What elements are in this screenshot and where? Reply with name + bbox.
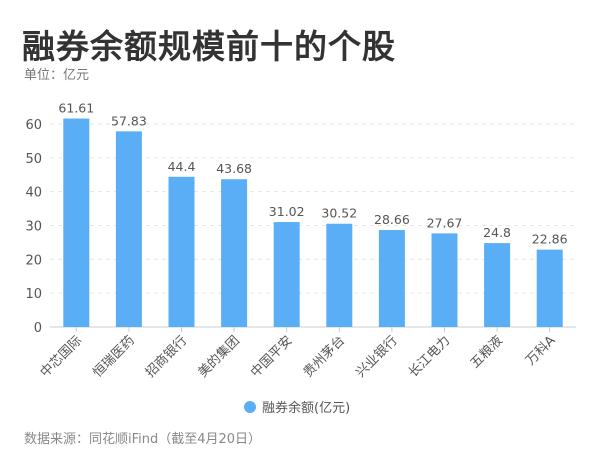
bar [378, 230, 405, 327]
y-tick-label: 10 [25, 287, 42, 302]
data-label: 22.86 [532, 232, 568, 247]
data-label: 27.67 [427, 215, 463, 230]
data-label: 61.61 [58, 101, 94, 116]
source-note: 数据来源：同花顺iFind（截至4月20日） [24, 432, 262, 447]
bar [115, 131, 142, 327]
data-label: 44.4 [168, 159, 196, 174]
y-tick-label: 40 [25, 186, 42, 201]
x-tick-label: 美的集团 [195, 333, 243, 381]
legend-label: 融券余额(亿元) [262, 400, 350, 416]
data-label: 30.52 [321, 206, 357, 221]
x-tick-label: 长江电力 [406, 333, 453, 380]
data-label: 24.8 [483, 225, 511, 240]
x-tick-label: 中国平安 [248, 333, 295, 380]
data-label: 43.68 [216, 161, 252, 176]
chart-subtitle: 单位：亿元 [24, 68, 90, 83]
y-tick-label: 30 [25, 220, 42, 235]
y-tick-label: 0 [34, 321, 42, 336]
legend-marker [244, 401, 256, 413]
x-tick-label: 招商银行 [143, 333, 190, 380]
x-tick-label: 五粮液 [468, 333, 506, 371]
y-tick-label: 60 [25, 118, 42, 133]
bar [168, 176, 195, 327]
x-tick-label: 兴业银行 [353, 333, 400, 380]
x-tick-label: 万科A [523, 333, 558, 368]
data-label: 28.66 [374, 212, 410, 227]
bar [536, 249, 563, 327]
x-tick-label: 中芯国际 [38, 333, 85, 380]
chart-title: 融券余额规模前十的个股 [22, 27, 396, 66]
y-tick-label: 50 [25, 152, 42, 167]
x-tick-label: 贵州茅台 [301, 333, 348, 380]
bar [221, 179, 248, 327]
bar [63, 118, 90, 328]
bar [431, 233, 458, 327]
bar [273, 222, 300, 327]
y-tick-label: 20 [25, 253, 42, 268]
bar [484, 243, 511, 327]
bar [326, 223, 353, 327]
data-label: 57.83 [111, 113, 147, 128]
x-tick-label: 恒瑞医药 [90, 333, 137, 380]
data-label: 31.02 [269, 204, 305, 219]
